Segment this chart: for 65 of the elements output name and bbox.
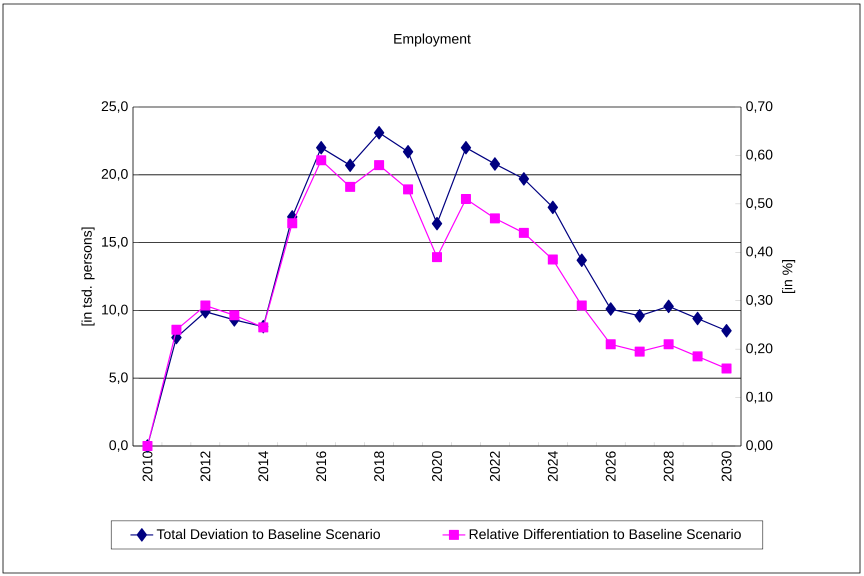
point	[634, 346, 645, 357]
point	[287, 218, 298, 228]
x-tick-label: 2026	[606, 451, 616, 482]
y2-tick-label: 0,50	[746, 198, 772, 210]
x-tick-label: 2028	[664, 451, 674, 482]
chart-title: Employment	[394, 33, 471, 47]
point	[692, 312, 703, 326]
y-tick-label: 10,0	[102, 304, 128, 316]
y-tick-label: 20,0	[102, 169, 128, 181]
point	[460, 194, 471, 204]
y2-tick-label: 0,60	[746, 150, 772, 162]
point	[432, 216, 442, 230]
point	[518, 172, 530, 186]
x-tick-label: 2022	[490, 451, 500, 482]
point	[460, 140, 472, 154]
point	[200, 300, 210, 311]
x-tick-label: 2018	[374, 451, 384, 482]
y2-tick-label: 0,40	[746, 246, 772, 258]
y2-axis-title: [in %]	[782, 260, 796, 294]
point	[316, 155, 326, 166]
y2-tick-label: 0,10	[746, 392, 772, 404]
point	[692, 351, 703, 362]
point	[634, 309, 645, 323]
y-tick-label: 0,0	[109, 440, 128, 452]
point	[721, 324, 732, 338]
point	[490, 157, 500, 171]
point	[374, 160, 384, 170]
point	[402, 145, 414, 158]
x-tick-label: 2014	[258, 451, 268, 482]
legend-label: Total Deviation to Baseline Scenario	[156, 528, 380, 540]
point	[548, 254, 558, 265]
point	[576, 300, 587, 311]
x-tick-label: 2030	[722, 451, 732, 482]
legend-label: Relative Differentiation to Baseline Scenario	[470, 528, 741, 540]
y2-tick-label: 0,30	[746, 294, 772, 307]
x-tick-label: 2010	[142, 451, 152, 482]
point	[345, 182, 356, 192]
y-tick-label: 25,0	[102, 101, 128, 113]
y-axis-title: [in tsd. persons]	[82, 227, 95, 326]
point	[664, 339, 674, 350]
point	[374, 126, 384, 140]
y-tick-label: 15,0	[102, 236, 128, 248]
x-tick-label: 2012	[200, 451, 210, 482]
point	[229, 310, 240, 320]
y2-tick-label: 0,70	[746, 101, 772, 113]
point	[344, 158, 356, 172]
point	[606, 339, 616, 350]
point	[490, 213, 500, 224]
point	[316, 140, 326, 154]
point	[606, 302, 616, 316]
point	[518, 228, 529, 238]
point	[722, 364, 732, 374]
y-tick-label: 5,0	[109, 372, 128, 384]
x-tick-label: 2020	[432, 451, 442, 482]
x-tick-label: 2024	[548, 451, 558, 482]
point	[403, 184, 414, 194]
point	[663, 300, 674, 314]
y2-tick-label: 0,00	[746, 440, 772, 452]
x-tick-label: 2016	[316, 451, 326, 482]
point	[171, 324, 182, 335]
point	[548, 200, 558, 214]
point	[258, 322, 268, 332]
point	[432, 252, 442, 262]
point	[576, 253, 587, 267]
y2-tick-label: 0,20	[746, 343, 772, 355]
